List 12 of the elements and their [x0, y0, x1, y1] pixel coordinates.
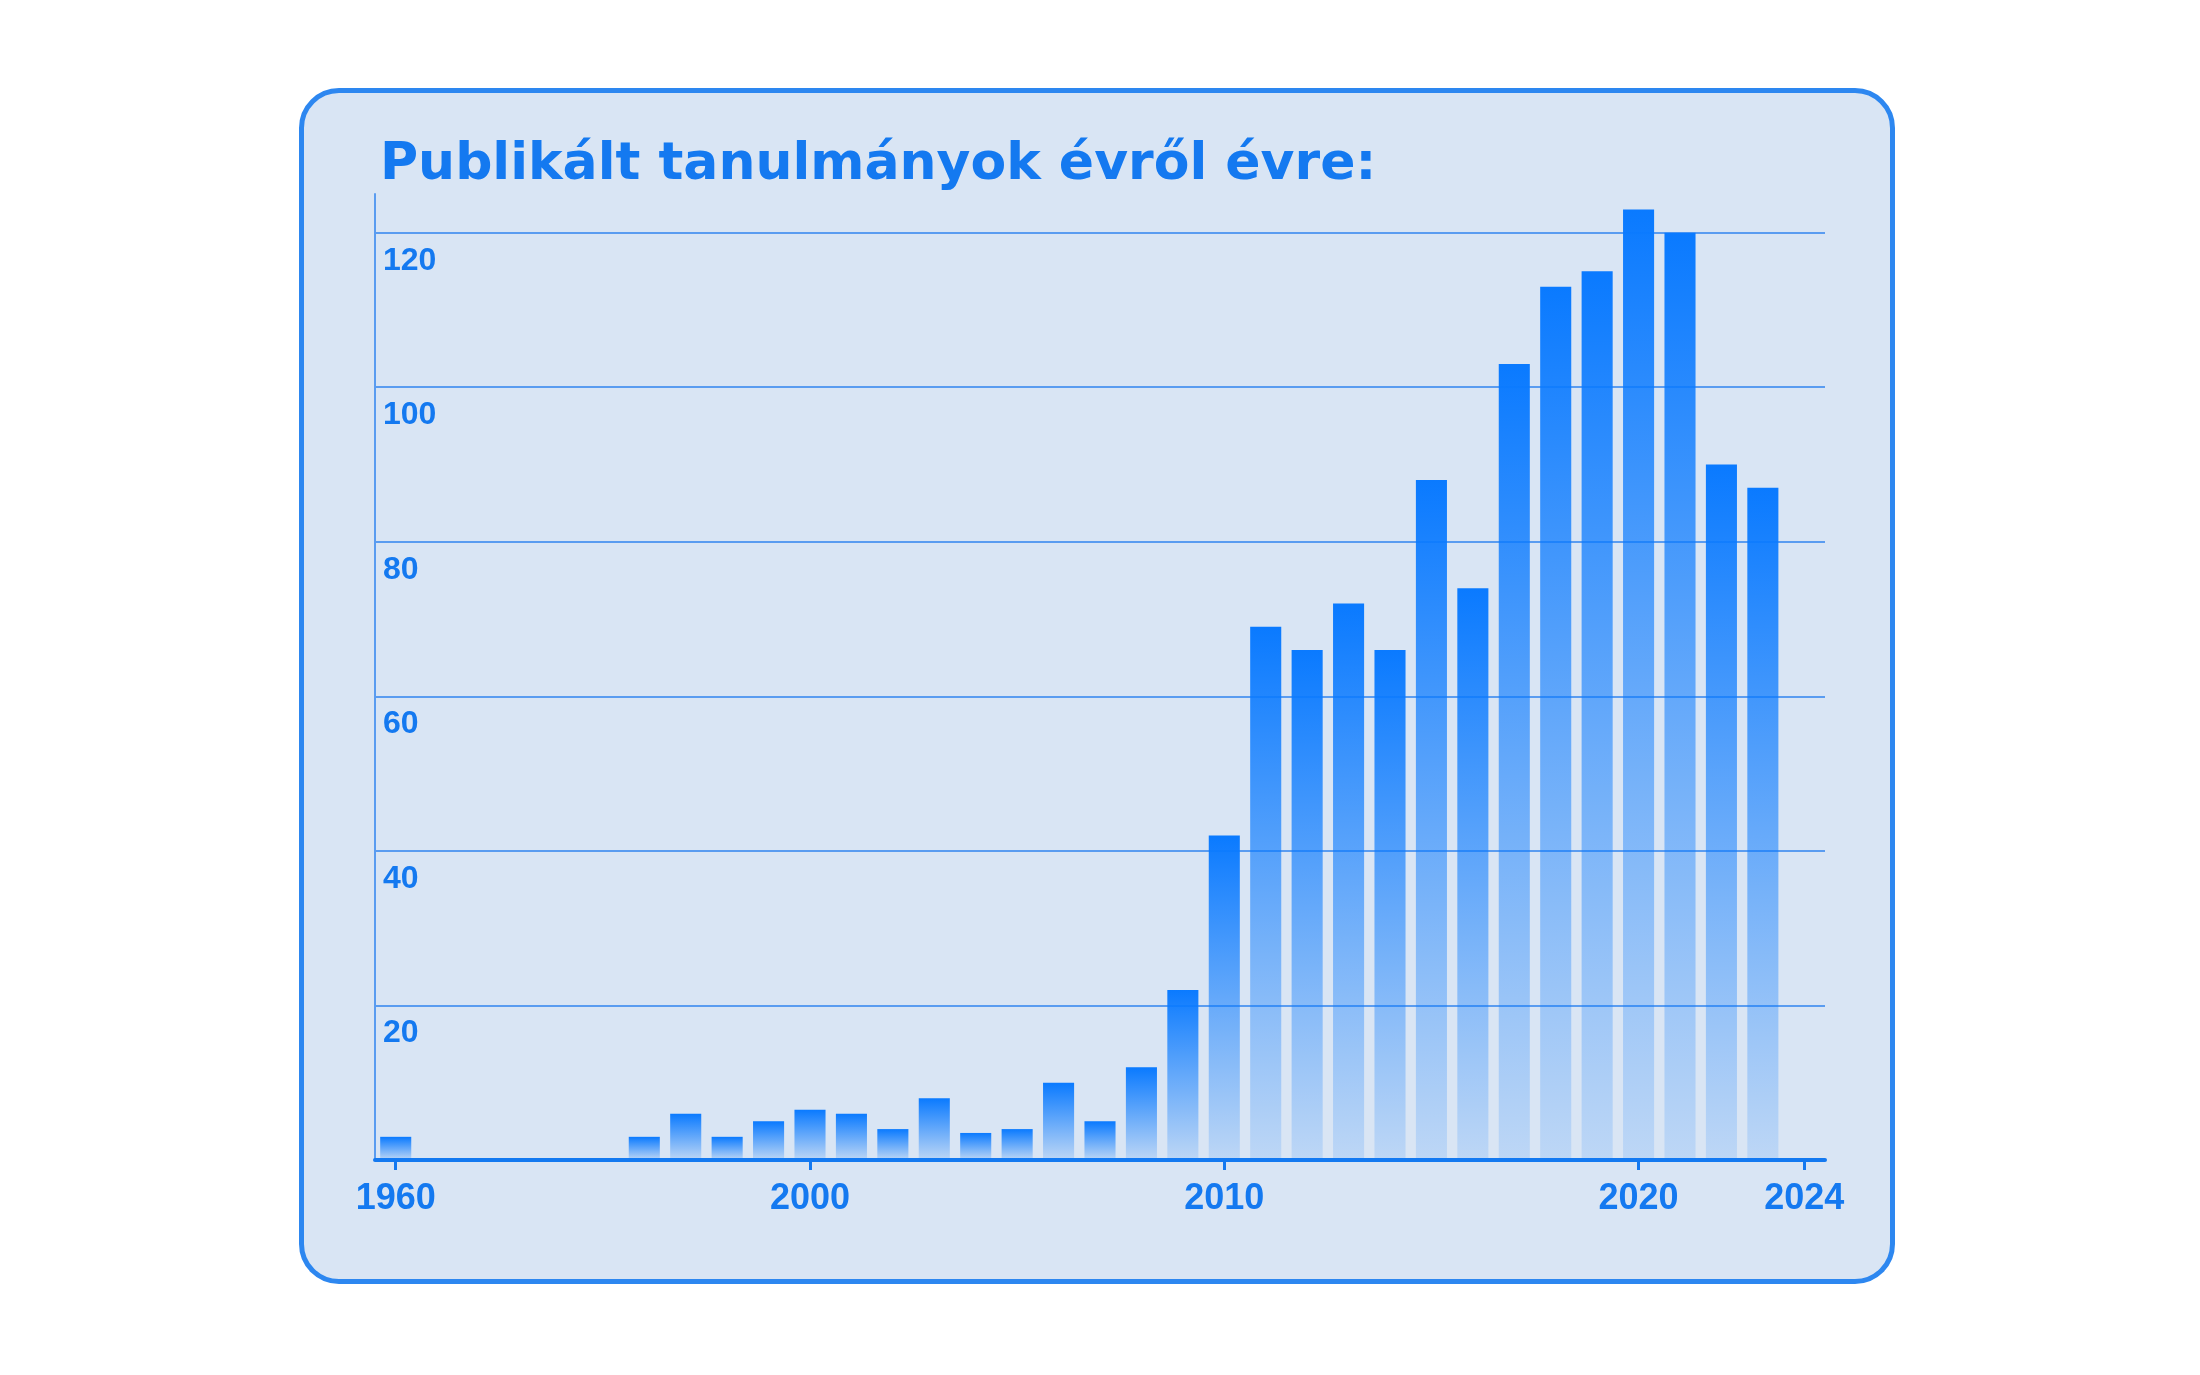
- x-tick-label: 2020: [1598, 1175, 1679, 1217]
- y-tick-label: 20: [383, 1013, 419, 1050]
- y-tick-label: 100: [383, 395, 437, 432]
- y-tick-label: 60: [383, 704, 419, 741]
- y-tick-label: 120: [383, 240, 437, 277]
- x-tick-label: 2000: [769, 1175, 851, 1217]
- x-tick-label: 1960: [355, 1175, 436, 1217]
- y-tick-label: 80: [383, 549, 419, 586]
- chart-title: Publikált tanulmányok évről évre:: [380, 131, 1377, 191]
- x-tick-label: 2024: [1764, 1175, 1845, 1217]
- y-tick-label: 40: [383, 858, 419, 895]
- x-tick-label: 2010: [1184, 1175, 1265, 1217]
